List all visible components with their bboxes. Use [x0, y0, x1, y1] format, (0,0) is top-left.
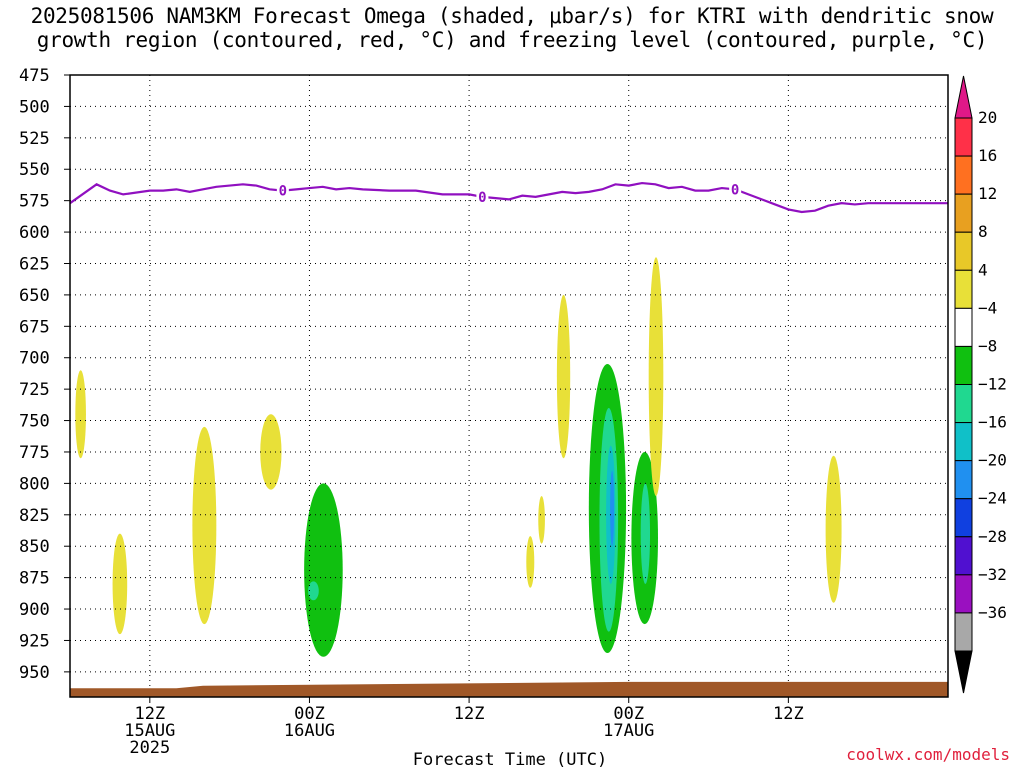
colorbar-label: −32	[978, 565, 1007, 584]
omega-region-6	[538, 495, 545, 544]
colorbar-swatch	[954, 345, 973, 385]
y-tick-label: 575	[19, 192, 50, 212]
freezing-level-line	[69, 181, 948, 214]
colorbar-swatch	[954, 193, 973, 233]
colorbar-label: −4	[978, 298, 997, 317]
colorbar-swatch	[954, 231, 973, 271]
colorbar: 20 16 12 8 4 −4 −8 −12 −16 −20 −24 −28 −32 −36	[954, 75, 1007, 694]
colorbar-label: 12	[978, 184, 997, 203]
contour-label: 0	[731, 182, 739, 198]
colorbar-label: 16	[978, 146, 997, 165]
colorbar-label: −28	[978, 527, 1007, 546]
colorbar-swatch	[954, 117, 973, 157]
colorbar-swatch	[954, 498, 973, 538]
contour-label: 0	[478, 190, 486, 206]
colorbar-swatch	[954, 422, 973, 462]
grid	[70, 74, 948, 697]
y-tick-label: 925	[19, 631, 50, 651]
colorbar-swatch	[954, 536, 973, 576]
colorbar-label: 20	[978, 108, 997, 127]
colorbar-swatch	[954, 612, 973, 652]
omega-region-2	[192, 426, 217, 625]
colorbar-label: −20	[978, 451, 1007, 470]
y-tick-label: 875	[19, 569, 50, 589]
y-tick-label: 825	[19, 506, 50, 526]
omega-region-4	[304, 483, 343, 657]
omega-region-15	[648, 257, 664, 496]
x-axis-label: Forecast Time (UTC)	[413, 750, 607, 768]
title-line-2: growth region (contoured, red, °C) and f…	[36, 28, 988, 52]
y-tick-label: 600	[19, 223, 50, 243]
colorbar-label: −8	[978, 336, 997, 355]
surface-terrain	[70, 681, 948, 697]
omega-region-16	[825, 455, 842, 603]
y-tick-label: 800	[19, 474, 50, 494]
colorbar-top-arrow	[954, 75, 973, 119]
title-line-1: 2025081506 NAM3KM Forecast Omega (shaded…	[30, 4, 994, 28]
omega-region-14	[640, 483, 651, 584]
x-tick-label: 12Z	[454, 704, 485, 724]
colorbar-label: 8	[978, 222, 988, 241]
plot-frame	[69, 74, 949, 698]
y-tick-label: 500	[19, 97, 50, 117]
x-tick-label: 15AUG	[124, 721, 175, 741]
x-tick-label: 17AUG	[603, 721, 654, 741]
colorbar-swatch	[954, 384, 973, 424]
y-tick-label: 525	[19, 129, 50, 149]
surface-fill	[70, 681, 948, 697]
omega-region-7	[526, 536, 535, 588]
contour-label-bg	[476, 187, 489, 204]
omega-region-8	[556, 294, 571, 459]
freezing-level-contour: 0 0 0	[69, 180, 948, 214]
credit-link[interactable]: coolwx.com/models	[846, 745, 1010, 764]
x-tick-label: 2025	[129, 738, 170, 758]
y-tick-label: 475	[19, 66, 50, 86]
x-tick-label: 00Z	[294, 704, 325, 724]
contour-label-bg	[276, 181, 289, 198]
omega-region-12	[610, 470, 615, 547]
colorbar-label: −36	[978, 603, 1007, 622]
colorbar-swatch	[954, 574, 973, 614]
colorbar-label: −24	[978, 489, 1007, 508]
y-tick-label: 750	[19, 412, 50, 432]
y-tick-label: 725	[19, 380, 50, 400]
x-tick-label: 12Z	[134, 704, 165, 724]
x-tick-label: 12Z	[773, 704, 804, 724]
y-tick-label: 675	[19, 317, 50, 337]
y-tick-label: 950	[19, 663, 50, 683]
omega-region-0	[75, 370, 86, 459]
omega-region-5	[308, 581, 319, 601]
y-tick-label: 550	[19, 160, 50, 180]
colorbar-swatch	[954, 307, 973, 347]
omega-shading	[75, 257, 842, 657]
colorbar-label: −16	[978, 413, 1007, 432]
x-tick-label: 16AUG	[284, 721, 335, 741]
y-tick-label: 900	[19, 600, 50, 620]
axes: 475 500 525 550 575 600 625 650 675 700 725 750 775 8…	[19, 66, 949, 758]
colorbar-swatch	[954, 155, 973, 195]
colorbar-swatch	[954, 269, 973, 309]
colorbar-bottom-arrow	[954, 650, 973, 694]
y-tick-label: 625	[19, 254, 50, 274]
contour-label: 0	[279, 184, 287, 200]
x-tick-label: 00Z	[613, 704, 644, 724]
colorbar-swatch	[954, 460, 973, 500]
contour-label-bg	[729, 180, 742, 197]
y-tick-label: 650	[19, 286, 50, 306]
colorbar-label: −12	[978, 375, 1007, 394]
y-tick-label: 775	[19, 443, 50, 463]
y-tick-label: 850	[19, 537, 50, 557]
colorbar-label: 4	[978, 260, 988, 279]
y-tick-label: 700	[19, 349, 50, 369]
omega-region-1	[112, 533, 128, 635]
chart-title: 2025081506 NAM3KM Forecast Omega (shaded…	[0, 4, 1024, 52]
